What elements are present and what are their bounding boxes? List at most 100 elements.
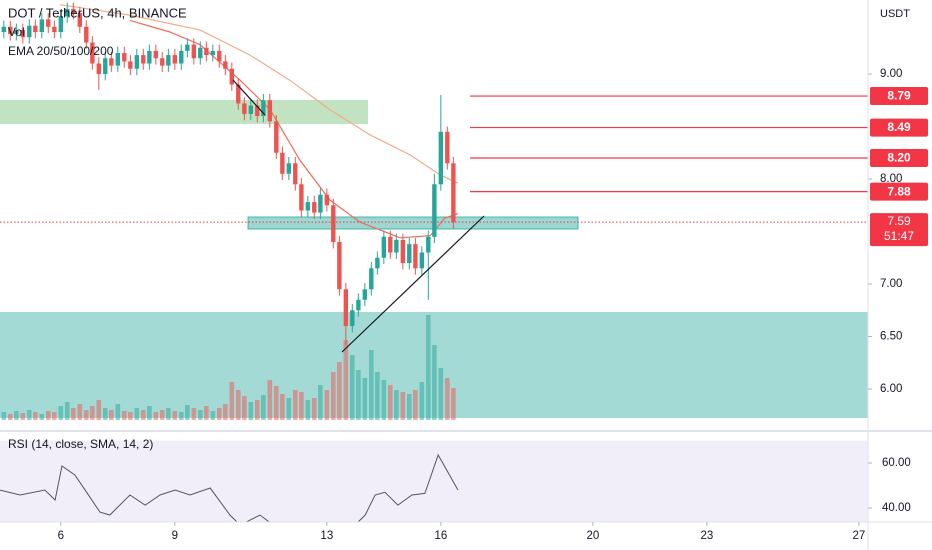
volume-bar <box>242 396 247 420</box>
candle-body <box>407 244 412 264</box>
candle-body <box>172 55 178 64</box>
candle-body <box>96 63 102 75</box>
volume-bar <box>115 404 121 420</box>
volume-bar <box>406 394 412 420</box>
rsi-tick-label: 40.00 <box>882 502 911 514</box>
volume-bar <box>52 412 57 420</box>
indicator-label: EMA 20/50/100/200 <box>8 44 114 58</box>
candle-body <box>147 50 152 64</box>
volume-bar <box>134 408 140 420</box>
volume-bar <box>83 410 89 420</box>
candle-body <box>46 19 51 27</box>
volume-bar <box>349 355 355 420</box>
candle-body <box>103 58 108 75</box>
volume-bar <box>191 408 197 420</box>
volume-bar <box>425 315 431 420</box>
volume-bar <box>280 394 285 420</box>
candle-body <box>248 105 254 114</box>
volume-bar <box>362 378 368 420</box>
candle-body <box>65 8 70 17</box>
price-level-badge <box>870 182 928 201</box>
volume-bar <box>286 398 292 420</box>
candle-body <box>343 289 349 327</box>
volume-bar <box>45 411 51 420</box>
candle-body <box>400 239 406 264</box>
volume-bar <box>438 368 444 420</box>
volume-bar <box>368 350 374 420</box>
volume-bar <box>381 380 387 420</box>
volume-bar <box>64 402 70 420</box>
x-tick-label: 13 <box>320 530 333 542</box>
volume-bar <box>343 340 349 420</box>
candle-body <box>267 100 273 122</box>
volume-bar <box>356 370 361 420</box>
volume-bar <box>7 414 13 420</box>
volume-bar <box>33 412 38 420</box>
volume-bar <box>267 380 273 420</box>
candle-body <box>324 194 330 206</box>
candle-body <box>261 100 266 117</box>
volume-bar <box>299 392 304 420</box>
candle-body <box>210 50 216 56</box>
candle-body <box>160 58 165 66</box>
price-level-label: 7.88 <box>887 184 911 198</box>
candle-body <box>362 289 368 300</box>
volume-bar <box>419 382 425 420</box>
candle-body <box>312 202 317 213</box>
candle-body <box>179 50 184 64</box>
candle-body <box>77 13 83 27</box>
x-tick-label: 16 <box>434 530 447 542</box>
volume-bar <box>71 408 76 420</box>
volume-bar <box>128 412 133 420</box>
volume-bar <box>445 378 450 420</box>
candle-body <box>337 242 342 290</box>
candle-body <box>381 236 387 258</box>
y-tick-label: 7.00 <box>880 278 902 290</box>
x-tick-label: 6 <box>58 530 64 542</box>
candle-body <box>375 257 380 269</box>
candle-body <box>369 268 374 290</box>
indicator-label: Vol <box>8 25 25 39</box>
candle-body <box>299 184 304 211</box>
candle-body <box>198 47 203 59</box>
candle-body <box>191 44 197 59</box>
volume-bar <box>178 412 184 420</box>
volume-bar <box>229 382 235 420</box>
volume-bar <box>305 400 311 420</box>
zone-box <box>247 216 579 230</box>
axes: 6.00 6.50 7.00 8.00 9.00 6 9 13 16 20 23 27 8.79 8.49… <box>58 68 928 542</box>
candle-body <box>274 121 279 153</box>
candle-body <box>242 103 247 114</box>
y-tick-label: 8.00 <box>880 173 902 185</box>
candle-body <box>331 205 336 243</box>
volume-bar <box>210 411 216 420</box>
candle-body <box>280 152 285 174</box>
volume-bar <box>204 406 209 420</box>
price-level-label: 8.79 <box>887 89 911 103</box>
candle-body <box>318 194 323 213</box>
candle-body <box>305 202 311 211</box>
volume-bar <box>159 410 165 420</box>
rsi-title: RSI (14, close, SMA, 14, 2) <box>8 437 153 451</box>
volume-bar <box>311 398 317 420</box>
y-tick-label: 6.00 <box>880 383 902 395</box>
candle-body <box>134 55 140 69</box>
volume-bar <box>147 406 152 420</box>
price-level-badge <box>870 149 928 168</box>
candle-body <box>350 310 355 327</box>
volume-bar <box>432 345 437 420</box>
volume-bar <box>77 404 83 420</box>
volume-bar <box>387 385 393 420</box>
candle-body <box>356 299 361 311</box>
volume-bar <box>166 408 171 420</box>
candle-body <box>388 236 393 253</box>
volume-bar <box>39 414 45 420</box>
candle-body <box>426 236 431 253</box>
rsi-line <box>0 453 459 522</box>
x-tick-label: 20 <box>586 530 599 542</box>
volume-bar <box>140 410 146 420</box>
volume-bar <box>121 411 127 420</box>
candle-body <box>445 131 450 164</box>
last-price-badge <box>870 213 928 247</box>
price-pane <box>0 2 868 420</box>
